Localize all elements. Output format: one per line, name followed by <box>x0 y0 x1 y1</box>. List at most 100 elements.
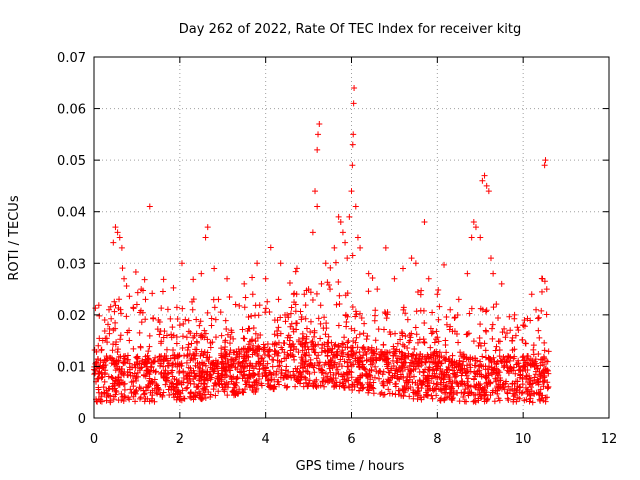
data-point <box>266 346 273 353</box>
data-point <box>241 335 248 342</box>
data-point <box>226 294 233 301</box>
data-point <box>272 348 279 355</box>
data-point <box>203 354 210 361</box>
data-point <box>413 308 420 315</box>
data-point <box>183 334 190 341</box>
data-point <box>400 265 406 272</box>
data-point <box>144 355 151 362</box>
data-point <box>516 366 523 373</box>
data-point <box>365 386 372 393</box>
data-point <box>431 339 438 346</box>
data-point <box>429 372 436 379</box>
data-point <box>449 367 456 374</box>
data-point <box>354 379 361 386</box>
data-point <box>135 373 142 380</box>
data-point <box>543 311 550 318</box>
data-point <box>370 390 377 397</box>
data-point <box>349 162 356 169</box>
data-point <box>498 280 505 287</box>
data-point <box>464 378 471 385</box>
data-point <box>348 369 355 376</box>
data-point <box>124 329 131 336</box>
data-point <box>488 364 495 371</box>
data-point <box>496 353 503 360</box>
data-point <box>455 296 462 303</box>
data-point <box>435 338 442 345</box>
data-point <box>400 306 407 313</box>
data-point <box>325 339 332 346</box>
data-point <box>409 351 416 358</box>
data-point <box>208 360 215 367</box>
data-point <box>162 381 169 388</box>
data-point <box>305 286 312 293</box>
data-point <box>356 387 363 394</box>
data-point <box>96 312 103 319</box>
data-point <box>213 363 220 370</box>
data-point <box>246 379 253 386</box>
data-point <box>309 338 316 345</box>
data-point <box>401 355 408 362</box>
data-point <box>407 334 414 341</box>
data-point <box>532 358 539 365</box>
data-point <box>425 275 432 282</box>
data-point <box>475 363 482 370</box>
data-point <box>299 356 306 363</box>
data-point <box>501 362 508 369</box>
data-point <box>142 316 149 323</box>
data-point <box>110 327 117 334</box>
data-point <box>169 380 176 387</box>
data-point <box>487 392 494 399</box>
data-point <box>431 360 438 367</box>
data-point <box>332 341 339 348</box>
data-point <box>198 374 205 381</box>
data-point <box>427 344 434 351</box>
data-point <box>122 359 129 366</box>
data-point <box>321 383 328 390</box>
data-point <box>468 234 475 241</box>
data-point <box>207 372 214 379</box>
data-point <box>248 312 255 319</box>
data-point <box>345 383 352 390</box>
data-point <box>479 177 486 184</box>
data-point <box>277 374 284 381</box>
data-point <box>145 348 152 355</box>
data-point <box>398 353 405 360</box>
data-point <box>442 356 449 363</box>
data-point <box>293 265 300 272</box>
data-point <box>533 306 540 313</box>
data-point <box>160 363 167 370</box>
data-point <box>523 376 530 383</box>
data-point <box>282 367 289 374</box>
data-point <box>544 379 551 386</box>
x-tick-label: 0 <box>90 432 98 447</box>
data-point <box>356 348 363 355</box>
data-point <box>240 358 247 365</box>
data-point <box>538 307 545 314</box>
data-point <box>413 331 420 338</box>
data-point <box>181 395 188 402</box>
data-point <box>281 372 288 379</box>
data-point <box>410 373 417 380</box>
data-point <box>346 213 353 220</box>
data-point <box>522 340 529 347</box>
data-point <box>226 351 233 358</box>
data-point <box>512 332 519 339</box>
data-point <box>256 302 263 309</box>
data-point <box>481 395 488 402</box>
data-point <box>509 381 516 388</box>
data-point <box>367 356 374 363</box>
data-point <box>154 390 161 397</box>
data-point <box>406 337 413 344</box>
data-point <box>209 339 216 346</box>
data-point <box>472 392 479 399</box>
data-point <box>371 317 378 324</box>
data-point <box>393 358 400 365</box>
data-point <box>215 388 222 395</box>
data-point <box>95 370 102 377</box>
data-point <box>237 362 244 369</box>
data-point <box>384 311 391 318</box>
data-point <box>479 353 486 360</box>
data-point <box>424 380 431 387</box>
data-point <box>133 387 140 394</box>
data-point <box>276 381 283 388</box>
